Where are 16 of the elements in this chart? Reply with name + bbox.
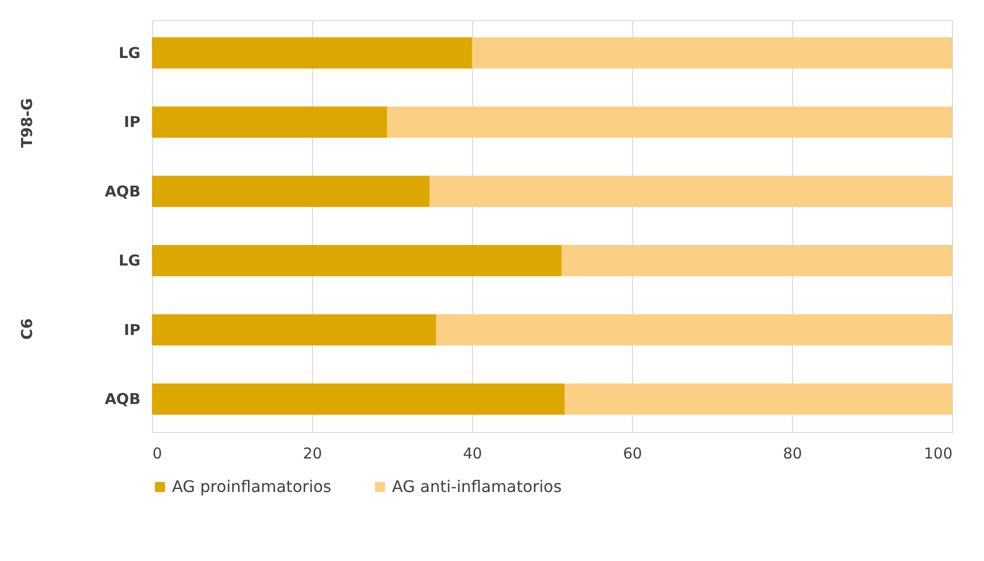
- text: T98-G: [18, 98, 36, 148]
- y-tick-label: LG: [118, 252, 140, 270]
- x-tick-label: 40: [462, 444, 482, 462]
- text: C6: [18, 318, 36, 340]
- y-tick-label: LG: [118, 44, 140, 62]
- y-tick-label: IP: [124, 320, 141, 339]
- x-tick-label: 20: [302, 444, 322, 462]
- y-tick-label: IP: [124, 113, 141, 132]
- x-tick-label: 60: [622, 444, 642, 462]
- legend-label: AG proinflamatorios: [172, 477, 332, 496]
- y-tick-label: AQB: [104, 182, 140, 200]
- x-tick-label: 0: [152, 444, 162, 462]
- y-tick-label: AQB: [104, 390, 140, 408]
- x-tick-label: 80: [782, 444, 802, 462]
- x-tick-label: 100: [924, 444, 952, 462]
- legend-label: AG anti-inflamatorios: [392, 477, 562, 496]
